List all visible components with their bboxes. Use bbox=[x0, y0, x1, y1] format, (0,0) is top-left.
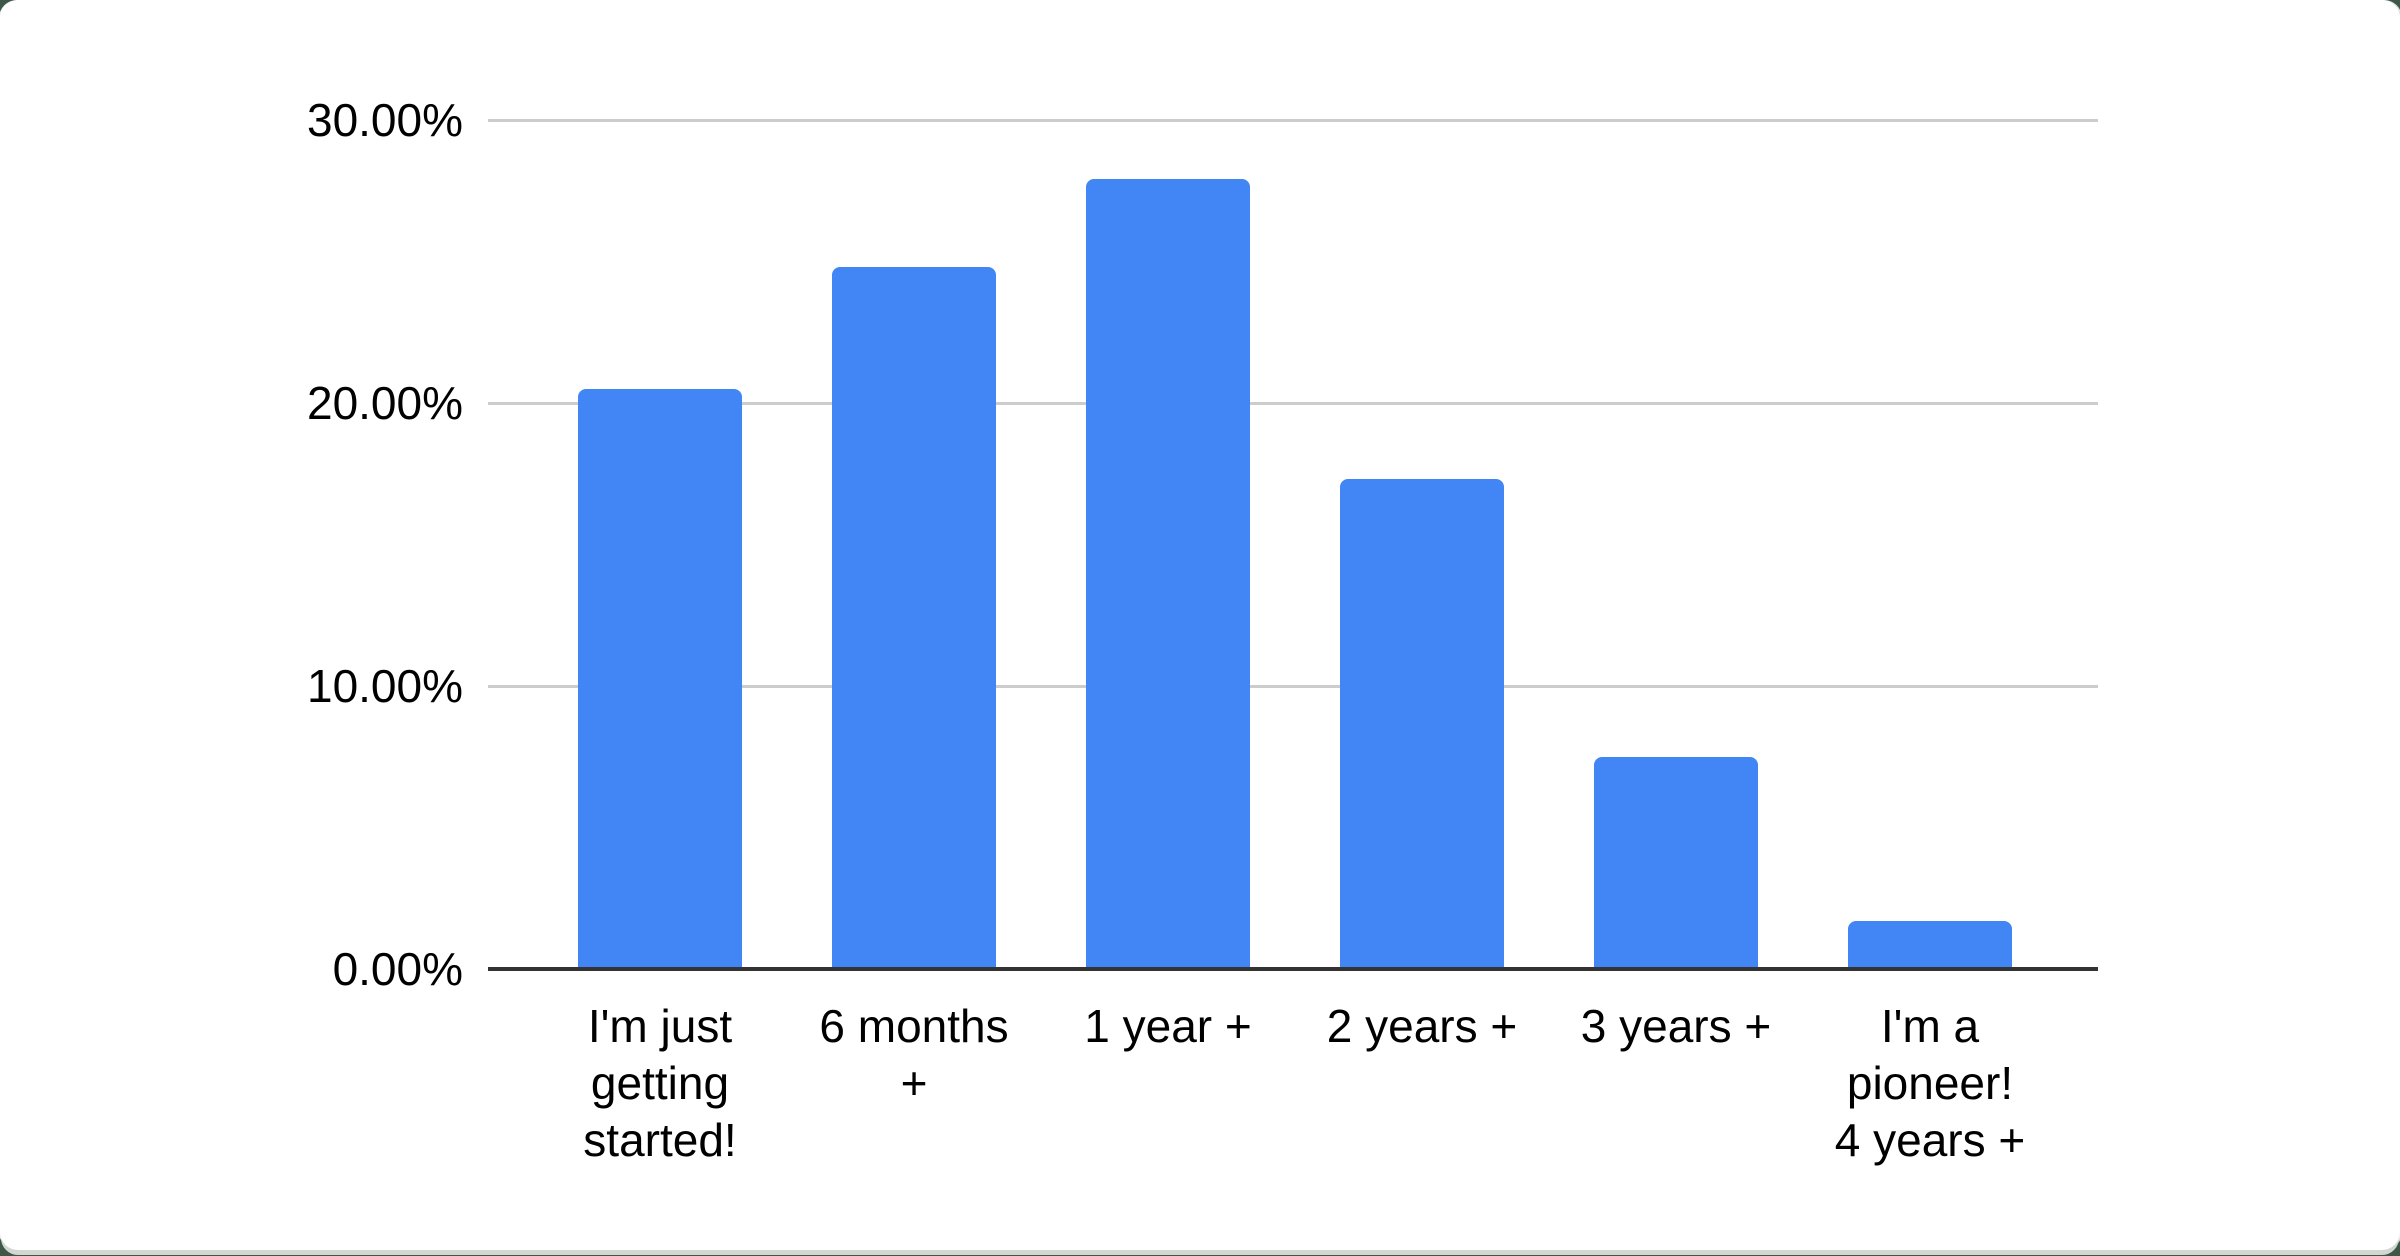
x-axis-label-line: I'm just bbox=[587, 1000, 733, 1052]
x-axis-label-line: + bbox=[900, 1057, 928, 1109]
x-axis-category-label: 1 year + bbox=[1084, 998, 1252, 1055]
x-axis-label-line: pioneer! bbox=[1846, 1057, 2014, 1109]
x-axis-category-label: 3 years + bbox=[1581, 998, 1772, 1055]
x-axis-category-label: 6 months + bbox=[819, 998, 1008, 1112]
y-axis-tick-label: 20.00% bbox=[306, 377, 463, 429]
gridline bbox=[488, 402, 2098, 405]
x-axis-label-line: getting bbox=[590, 1057, 730, 1109]
x-axis-category-label: I'm a pioneer! 4 years + bbox=[1835, 998, 2026, 1169]
y-axis-tick-label: 10.00% bbox=[306, 660, 463, 712]
plot-area bbox=[488, 119, 2098, 971]
x-axis-category-label: 2 years + bbox=[1327, 998, 1518, 1055]
x-axis-line bbox=[488, 967, 2098, 971]
bar-1 bbox=[578, 389, 742, 969]
x-axis-label-line: 3 years + bbox=[1580, 1000, 1772, 1052]
bar-3 bbox=[1086, 179, 1250, 969]
x-axis-category-label: I'm just getting started! bbox=[583, 998, 736, 1169]
y-axis-tick-label: 0.00% bbox=[332, 943, 463, 995]
bar-6 bbox=[1848, 921, 2012, 969]
x-axis-label-line: I'm a bbox=[1880, 1000, 1980, 1052]
x-axis-label-line: 6 months bbox=[819, 1000, 1009, 1052]
y-axis-tick-label: 30.00% bbox=[306, 94, 463, 146]
bar-5 bbox=[1594, 757, 1758, 969]
gridline bbox=[488, 685, 2098, 688]
gridline bbox=[488, 119, 2098, 122]
x-axis-label-line: 4 years + bbox=[1834, 1114, 2026, 1166]
bar-4 bbox=[1340, 479, 1504, 969]
bar-2 bbox=[832, 267, 996, 969]
x-axis-label-line: 2 years + bbox=[1326, 1000, 1518, 1052]
x-axis-label-line: started! bbox=[583, 1114, 737, 1166]
x-axis-label-line: 1 year + bbox=[1084, 1000, 1252, 1052]
